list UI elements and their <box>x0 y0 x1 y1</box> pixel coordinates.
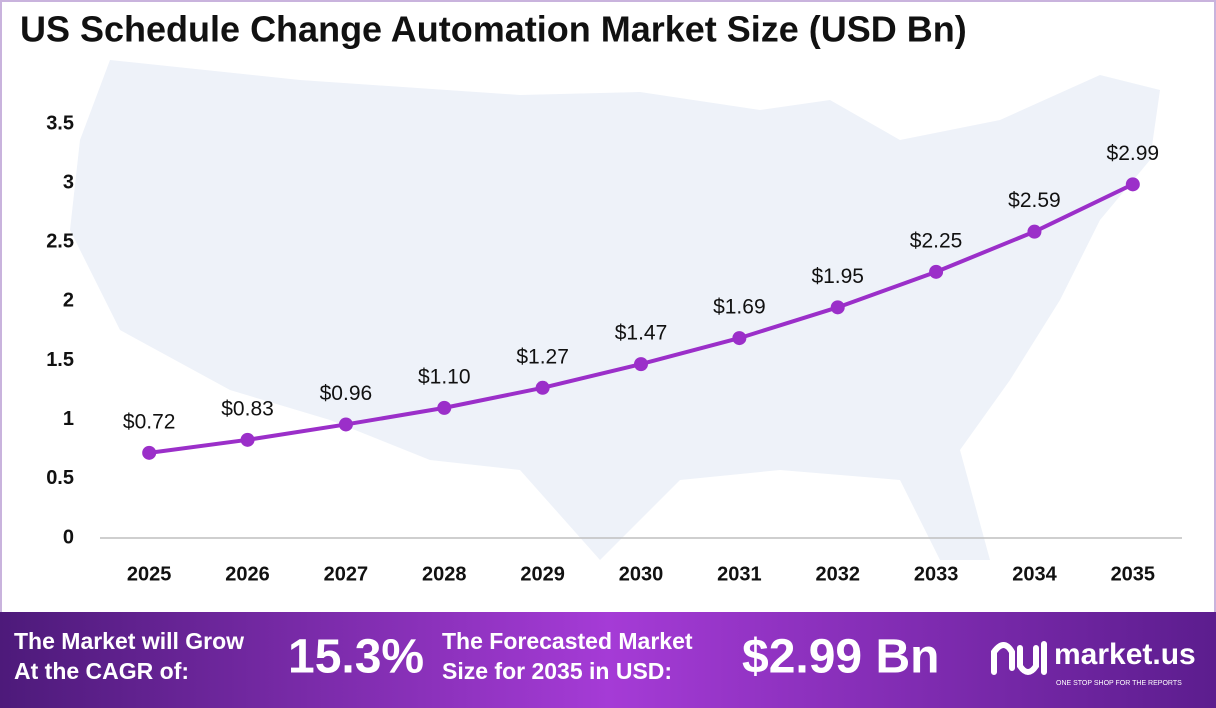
y-tick-label: 0 <box>63 526 74 548</box>
point <box>535 380 550 395</box>
cagr-text: The Market will Grow <box>14 628 244 654</box>
x-tick-label: 2030 <box>619 563 664 585</box>
y-tick-label: 2.5 <box>46 231 74 253</box>
y-tick-label: 3 <box>63 171 74 193</box>
point <box>1125 177 1140 192</box>
point <box>437 400 452 415</box>
point <box>142 445 157 460</box>
x-tick-label: 2029 <box>520 563 565 585</box>
forecast-text: Size for 2035 in USD: <box>442 658 672 684</box>
data-label: $2.59 <box>1008 189 1061 212</box>
point <box>929 264 944 279</box>
point <box>634 357 648 372</box>
point <box>240 432 255 447</box>
data-label: $1.69 <box>713 296 766 319</box>
y-tick-label: 2 <box>63 290 74 312</box>
x-tick-label: 2027 <box>324 563 369 585</box>
x-tick-label: 2026 <box>225 563 270 585</box>
logo-icon <box>991 641 1047 675</box>
map-background <box>70 60 1160 560</box>
data-label: $0.96 <box>320 382 373 405</box>
logo-tagline: ONE STOP SHOP FOR THE REPORTS <box>1056 680 1182 687</box>
y-tick-label: 3.5 <box>46 112 74 134</box>
y-tick-label: 1 <box>63 408 74 430</box>
logo: market.us <box>1054 638 1196 671</box>
data-label: $2.99 <box>1107 142 1160 165</box>
point <box>338 417 353 432</box>
x-tick-label: 2025 <box>127 563 172 585</box>
x-tick-label: 2034 <box>1012 563 1057 585</box>
data-label: $2.25 <box>910 229 963 252</box>
x-tick-label: 2035 <box>1111 563 1156 585</box>
point <box>830 300 845 315</box>
point <box>732 331 747 346</box>
data-label: $0.83 <box>221 397 274 420</box>
cagr-text: At the CAGR of: <box>14 658 189 684</box>
data-label: $1.47 <box>615 322 668 345</box>
x-tick-label: 2031 <box>717 563 762 585</box>
data-label: $0.72 <box>123 410 176 433</box>
data-label: $1.95 <box>811 265 864 288</box>
data-label: $1.27 <box>516 345 569 368</box>
x-tick-label: 2032 <box>815 563 860 585</box>
forecast-text: The Forecasted Market <box>442 628 693 654</box>
cagr-value: 15.3% <box>288 631 424 684</box>
point <box>1027 224 1042 239</box>
y-tick-label: 0.5 <box>46 467 74 489</box>
chart-title: US Schedule Change Automation Market Siz… <box>20 9 967 50</box>
data-label: $1.10 <box>418 365 471 388</box>
x-tick-label: 2028 <box>422 563 467 585</box>
x-tick-label: 2033 <box>914 563 959 585</box>
forecast-value: $2.99 Bn <box>742 631 939 684</box>
y-tick-label: 1.5 <box>46 349 74 371</box>
